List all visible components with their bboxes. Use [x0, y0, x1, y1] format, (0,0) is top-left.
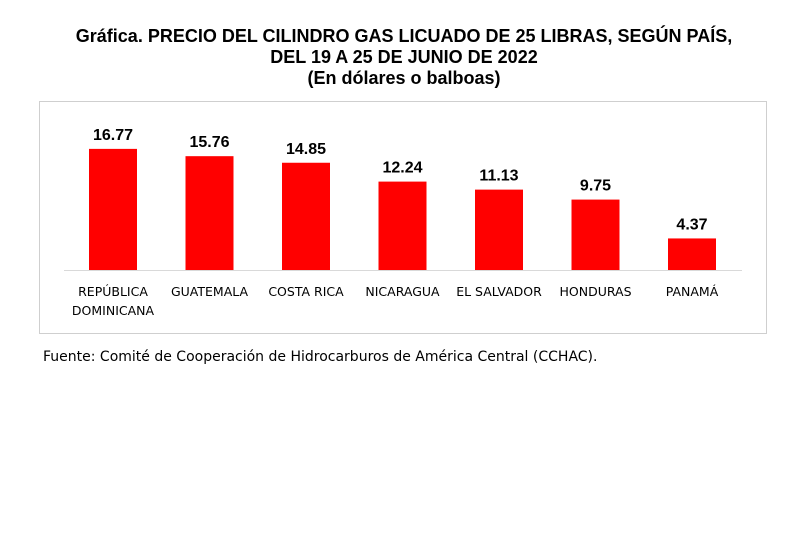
chart-area: 16.77 REPÚBLICA DOMINICANA 15.76 GUATEMALA 14… — [39, 101, 767, 334]
bar-1 — [185, 156, 234, 270]
data-label-0: 16.77 — [93, 127, 133, 144]
category-label-1: GUATEMALA — [171, 284, 249, 299]
data-label-1: 15.76 — [189, 134, 229, 151]
bar-3 — [378, 181, 427, 270]
bar-2 — [282, 162, 330, 270]
category-label-2: COSTA RICA — [268, 284, 344, 299]
data-label-2: 14.85 — [286, 141, 326, 158]
bar-4 — [475, 189, 523, 270]
bar-6 — [668, 238, 716, 270]
category-label-3: NICARAGUA — [365, 284, 440, 299]
bar-0 — [89, 148, 137, 270]
chart-title: Gráfica. PRECIO DEL CILINDRO GAS LICUADO… — [0, 26, 808, 89]
category-label-0: REPÚBLICA DOMINICANA — [72, 284, 155, 318]
category-label-6: PANAMÁ — [666, 284, 719, 299]
category-label-5: HONDURAS — [559, 284, 631, 299]
data-label-5: 9.75 — [580, 178, 611, 195]
data-label-4: 11.13 — [479, 168, 518, 185]
title-line-3: (En dólares o balboas) — [307, 68, 501, 88]
bar-chart: 16.77 REPÚBLICA DOMINICANA 15.76 GUATEMALA 14… — [64, 127, 742, 318]
title-line-2: DEL 19 A 25 DE JUNIO DE 2022 — [270, 47, 538, 67]
category-label-4: EL SALVADOR — [456, 284, 542, 299]
data-label-6: 4.37 — [676, 216, 707, 233]
source-note: Fuente: Comité de Cooperación de Hidroca… — [43, 349, 598, 365]
data-label-3: 12.24 — [382, 160, 422, 177]
title-line-1: Gráfica. PRECIO DEL CILINDRO GAS LICUADO… — [75, 26, 733, 46]
bar-5 — [571, 199, 620, 270]
